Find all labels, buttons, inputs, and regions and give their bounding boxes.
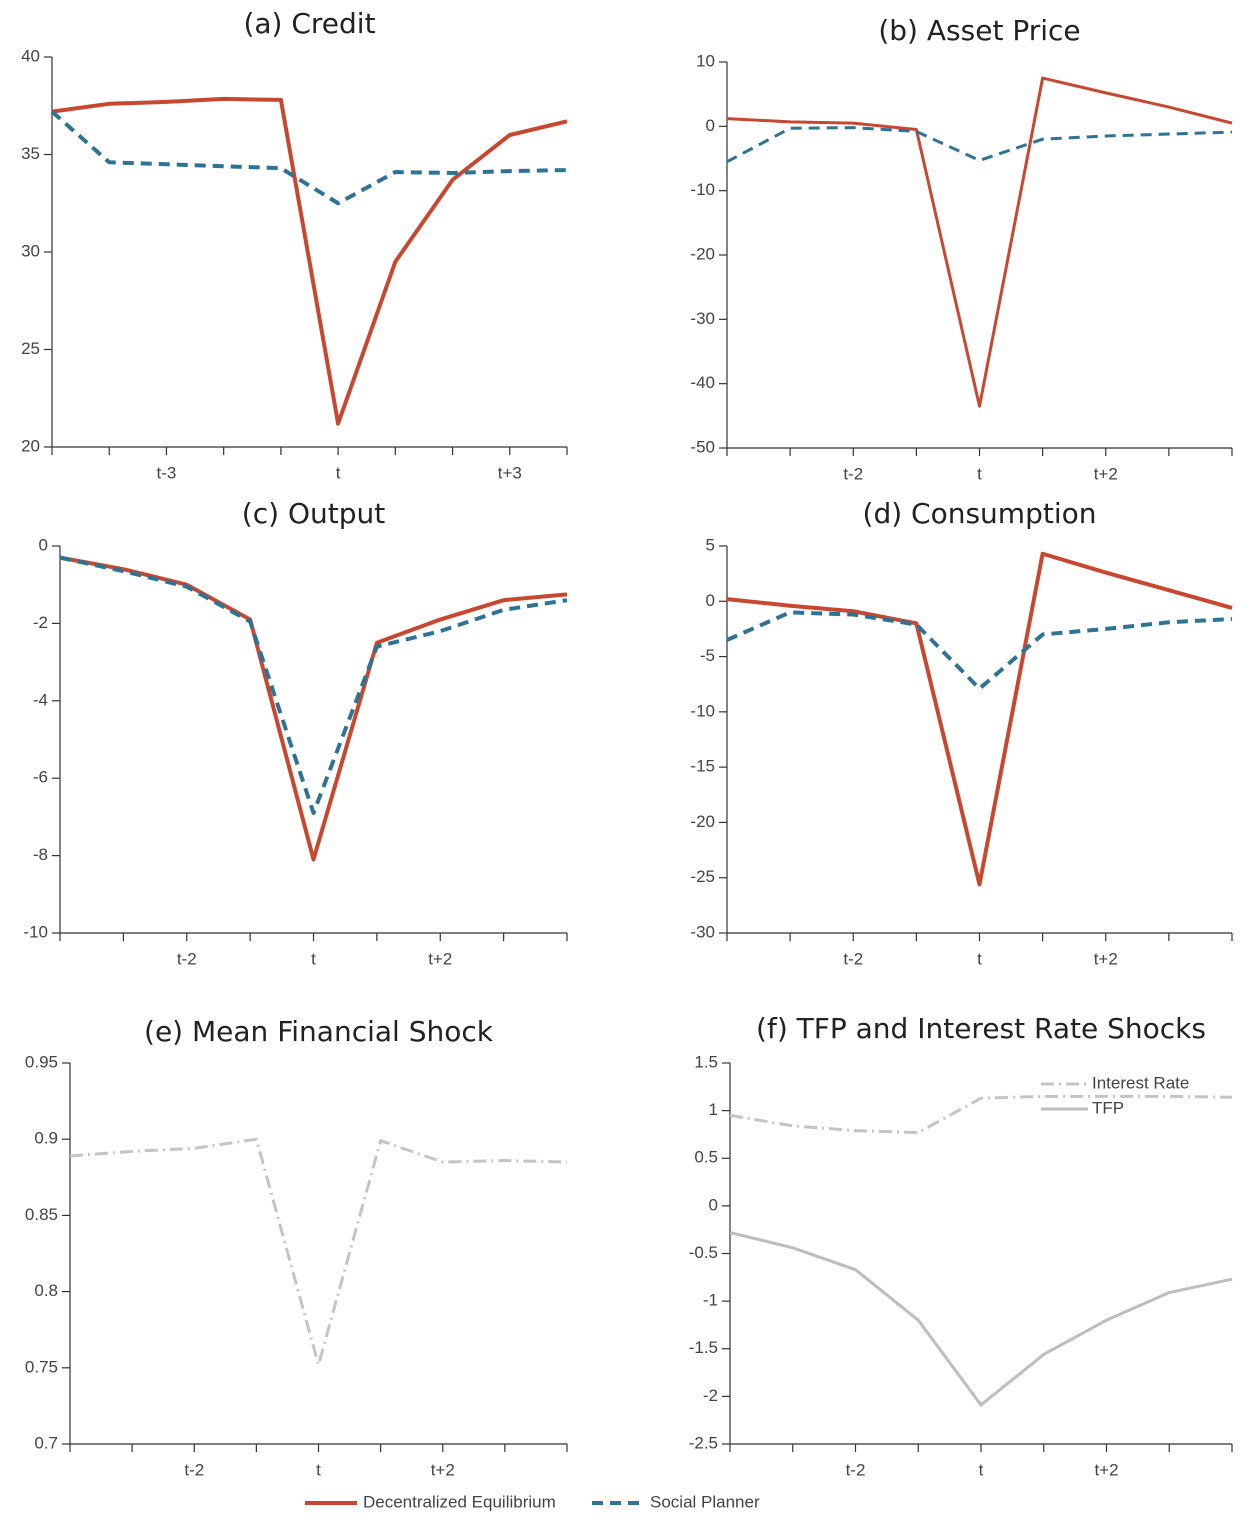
data-line bbox=[729, 1094, 1233, 1135]
y-tick-label: -2 bbox=[703, 1386, 718, 1405]
legend-label: Decentralized Equilibrium bbox=[363, 1492, 556, 1511]
data-line bbox=[726, 551, 1233, 887]
x-tick-label: t bbox=[979, 1460, 984, 1479]
x-tick-label: t+2 bbox=[428, 949, 452, 968]
x-tick-label: t bbox=[336, 463, 341, 482]
x-tick-label: t+2 bbox=[1094, 464, 1118, 483]
chart-title: (c) Output bbox=[242, 497, 385, 530]
y-tick-label: 1 bbox=[709, 1100, 718, 1119]
x-tick-label: t-2 bbox=[184, 1460, 204, 1479]
y-tick-label: -20 bbox=[690, 812, 715, 831]
y-tick-label: 0 bbox=[706, 591, 715, 610]
legend-label: Social Planner bbox=[650, 1492, 760, 1511]
chart-title: (d) Consumption bbox=[863, 497, 1097, 530]
y-tick-label: -4 bbox=[33, 690, 48, 709]
data-line bbox=[50, 110, 568, 206]
y-tick-label: -10 bbox=[23, 922, 48, 941]
y-tick-label: 0.95 bbox=[25, 1052, 58, 1071]
y-tick-label: 30 bbox=[21, 241, 40, 260]
y-tick-label: 0 bbox=[709, 1195, 718, 1214]
data-line bbox=[59, 555, 568, 816]
chart-title: (a) Credit bbox=[243, 7, 375, 40]
y-tick-label: 0.75 bbox=[25, 1357, 58, 1376]
x-tick-label: t+2 bbox=[431, 1460, 455, 1479]
y-tick-label: 0 bbox=[39, 535, 48, 554]
y-tick-label: -6 bbox=[33, 768, 48, 787]
y-tick-label: -1 bbox=[703, 1291, 718, 1310]
data-line bbox=[59, 555, 568, 862]
x-tick-label: t-2 bbox=[177, 949, 197, 968]
y-tick-label: -25 bbox=[690, 867, 715, 886]
x-tick-label: t-2 bbox=[843, 464, 863, 483]
y-tick-label: -30 bbox=[690, 309, 715, 328]
y-tick-label: -0.5 bbox=[689, 1243, 718, 1262]
y-tick-label: -8 bbox=[33, 845, 48, 864]
y-tick-label: -50 bbox=[690, 437, 715, 456]
x-tick-label: t-2 bbox=[843, 949, 863, 968]
x-tick-label: t bbox=[977, 949, 982, 968]
x-tick-label: t bbox=[316, 1460, 321, 1479]
y-tick-label: 35 bbox=[21, 144, 40, 163]
x-tick-label: t+2 bbox=[1094, 949, 1118, 968]
y-tick-label: 0.5 bbox=[694, 1148, 718, 1167]
data-line bbox=[69, 1137, 568, 1367]
y-tick-label: 0.9 bbox=[34, 1129, 58, 1148]
chart-title: (f) TFP and Interest Rate Shocks bbox=[756, 1012, 1206, 1045]
y-tick-label: -10 bbox=[690, 701, 715, 720]
x-tick-label: t-2 bbox=[846, 1460, 866, 1479]
x-tick-label: t bbox=[311, 949, 316, 968]
y-tick-label: 0.8 bbox=[34, 1281, 58, 1300]
data-line bbox=[726, 76, 1233, 408]
y-tick-label: -30 bbox=[690, 922, 715, 941]
y-tick-label: -5 bbox=[700, 646, 715, 665]
y-tick-label: 25 bbox=[21, 339, 40, 358]
y-tick-label: 20 bbox=[21, 436, 40, 455]
x-tick-label: t+2 bbox=[1094, 1460, 1118, 1479]
x-tick-label: t-3 bbox=[157, 463, 177, 482]
y-tick-label: 10 bbox=[696, 51, 715, 70]
y-tick-label: 1.5 bbox=[694, 1052, 718, 1071]
y-tick-label: -2 bbox=[33, 613, 48, 632]
x-tick-label: t+3 bbox=[498, 463, 522, 482]
data-line bbox=[726, 610, 1233, 691]
y-tick-label: -2.5 bbox=[689, 1433, 718, 1452]
y-tick-label: 0.85 bbox=[25, 1205, 58, 1224]
y-tick-label: 40 bbox=[21, 46, 40, 65]
y-tick-label: -20 bbox=[690, 244, 715, 263]
y-tick-label: -1.5 bbox=[689, 1338, 718, 1357]
y-tick-label: -15 bbox=[690, 757, 715, 776]
data-line bbox=[726, 126, 1233, 164]
x-tick-label: t bbox=[977, 464, 982, 483]
data-line bbox=[51, 96, 568, 426]
legend-label: TFP bbox=[1092, 1098, 1124, 1117]
y-tick-label: 5 bbox=[706, 535, 715, 554]
chart-title: (e) Mean Financial Shock bbox=[144, 1015, 494, 1048]
legend-label: Interest Rate bbox=[1092, 1073, 1189, 1092]
y-tick-label: -10 bbox=[690, 180, 715, 199]
y-tick-label: -40 bbox=[690, 373, 715, 392]
y-tick-label: 0.7 bbox=[34, 1433, 58, 1452]
chart-title: (b) Asset Price bbox=[878, 14, 1080, 47]
data-line bbox=[729, 1231, 1233, 1407]
y-tick-label: 0 bbox=[706, 116, 715, 135]
